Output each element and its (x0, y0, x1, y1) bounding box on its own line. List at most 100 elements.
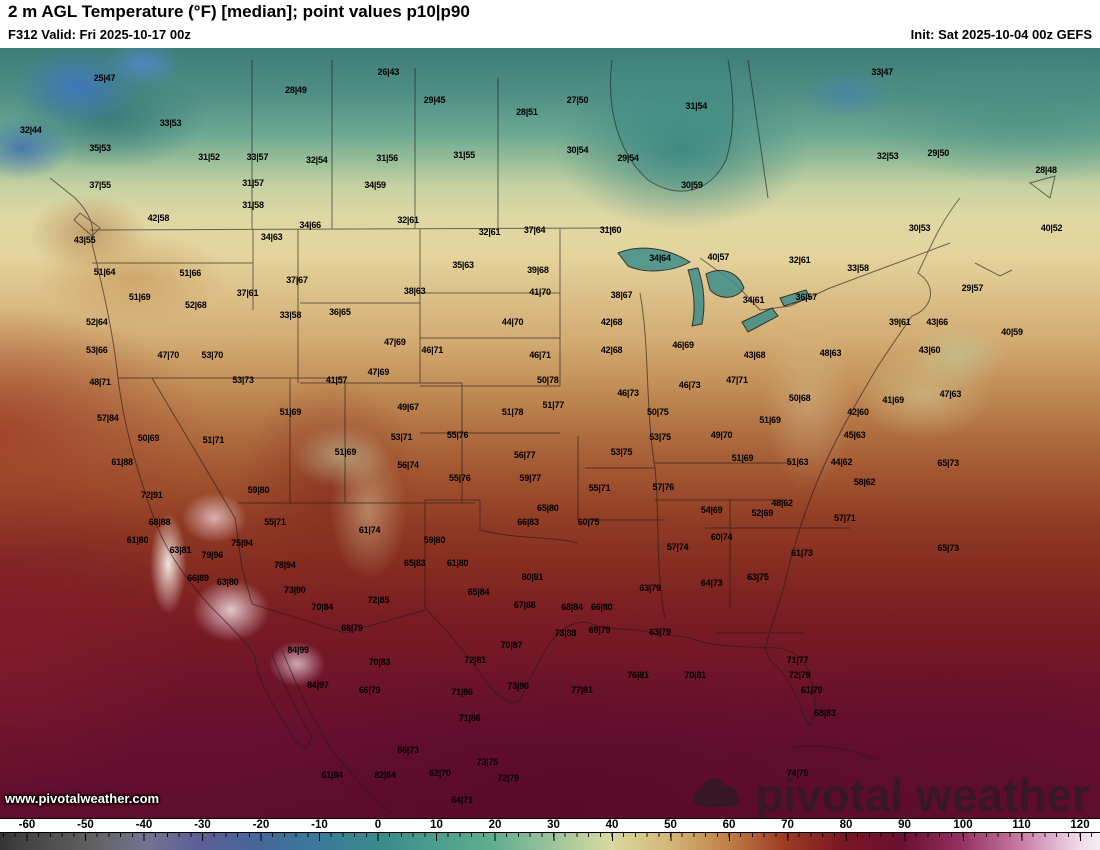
point-value: 48|62 (771, 498, 793, 509)
colorbar-tick-label: -20 (252, 819, 270, 831)
point-value: 68|83 (814, 708, 836, 719)
point-value: 40|59 (1001, 327, 1023, 338)
point-value: 35|53 (89, 143, 111, 154)
point-value: 32|61 (478, 227, 501, 238)
point-value: 75|94 (231, 538, 253, 549)
point-value: 31|57 (242, 177, 264, 188)
point-value: 31|60 (599, 224, 622, 235)
point-value: 63|75 (747, 571, 769, 582)
point-value: 61|80 (446, 558, 469, 569)
point-value: 60|75 (577, 517, 600, 528)
point-value: 53|75 (649, 431, 671, 442)
colorbar-tick-label: 120 (1070, 819, 1090, 831)
point-value: 32|44 (20, 124, 42, 135)
point-value: 38|63 (403, 286, 426, 297)
point-value: 51|69 (731, 452, 754, 463)
colorbar-strip (0, 832, 1100, 850)
colorbar-tick-label: 0 (374, 819, 382, 831)
point-value: 39|61 (889, 317, 911, 328)
point-value: 50|68 (788, 393, 811, 404)
point-value: 51|63 (786, 457, 809, 468)
point-value: 73|75 (476, 756, 499, 767)
colorbar-tick-label: 60 (722, 819, 736, 831)
point-value: 61|88 (111, 457, 133, 468)
point-value: 44|70 (501, 317, 524, 328)
point-value: 64|71 (451, 795, 473, 806)
point-value: 29|45 (423, 95, 446, 106)
geographic-borders-overlay (49, 59, 1056, 815)
point-value: 29|50 (927, 147, 950, 158)
point-value: 70|83 (368, 656, 391, 667)
point-value: 47|69 (384, 337, 406, 348)
point-value: 73|90 (284, 585, 306, 596)
point-value: 76|81 (627, 669, 649, 680)
point-value: 47|63 (939, 388, 962, 399)
point-value: 66|89 (187, 572, 209, 583)
colorbar-tick-label: 20 (488, 819, 502, 831)
brand-watermark-text: pivotal weather (755, 769, 1090, 818)
point-value: 47|71 (726, 374, 748, 385)
point-value: 80|91 (521, 571, 544, 582)
point-value: 72|85 (367, 595, 390, 606)
point-value: 53|75 (610, 447, 633, 458)
point-value: 71|86 (451, 686, 473, 697)
point-value: 58|62 (853, 477, 876, 488)
point-value: 29|57 (961, 283, 984, 294)
point-value: 65|84 (467, 586, 490, 597)
point-value: 78|94 (274, 559, 296, 570)
point-value: 52|64 (86, 317, 108, 328)
point-value: 44|62 (830, 457, 853, 468)
init-time-label: Init: Sat 2025-10-04 00z GEFS (910, 27, 1092, 42)
colorbar-tick-label: 110 (1012, 819, 1031, 831)
point-value: 72|81 (464, 655, 486, 666)
point-value: 51|71 (202, 434, 225, 445)
point-value: 53|73 (232, 374, 254, 385)
point-value: 27|50 (566, 95, 589, 106)
point-value: 55|76 (446, 430, 469, 441)
point-value: 84|97 (307, 679, 329, 690)
point-value: 66|83 (517, 517, 539, 528)
point-value: 51|78 (501, 407, 524, 418)
point-value: 57|84 (97, 413, 119, 424)
point-value: 59|80 (247, 484, 270, 495)
point-value: 33|47 (871, 66, 893, 77)
point-value: 33|53 (159, 117, 182, 128)
point-value: 50|78 (537, 374, 559, 385)
point-value: 41|70 (529, 287, 551, 298)
point-value: 55|76 (449, 472, 471, 483)
point-value: 33|58 (847, 263, 869, 274)
point-value: 37|64 (523, 224, 546, 235)
point-value: 52|68 (185, 300, 207, 311)
point-value: 42|68 (600, 344, 623, 355)
point-value: 66|79 (358, 685, 381, 696)
colorbar-tick-label: 100 (953, 819, 973, 831)
point-value: 62|70 (429, 768, 451, 779)
point-value: 41|69 (882, 394, 904, 405)
point-value: 43|66 (926, 317, 948, 328)
point-value: 43|55 (73, 234, 96, 245)
point-value: 57|74 (666, 541, 689, 552)
point-value: 77|81 (571, 685, 593, 696)
point-value: 63|79 (649, 626, 671, 637)
colorbar-tick-label: -30 (194, 819, 211, 831)
point-value: 51|69 (759, 414, 781, 425)
point-value: 56|74 (397, 460, 419, 471)
point-value: 73|90 (507, 681, 529, 692)
brand-watermark: pivotal weather (689, 772, 1090, 818)
point-value: 36|57 (795, 291, 818, 302)
point-value: 42|68 (600, 317, 623, 328)
point-value: 73|88 (554, 628, 577, 639)
point-value: 43|60 (918, 344, 941, 355)
point-value: 30|53 (908, 223, 931, 234)
point-value: 51|69 (128, 291, 151, 302)
point-value: 31|54 (685, 100, 708, 111)
point-value: 74|79 (786, 768, 809, 779)
colorbar-tick-label: 10 (430, 819, 443, 831)
point-value: 54|69 (700, 505, 723, 515)
point-value: 53|70 (201, 350, 224, 361)
point-value: 29|54 (617, 153, 639, 164)
point-value: 51|69 (334, 447, 357, 458)
colorbar-tick-label: -60 (18, 819, 36, 831)
point-value: 43|68 (743, 350, 766, 361)
point-value: 82|84 (374, 769, 396, 780)
